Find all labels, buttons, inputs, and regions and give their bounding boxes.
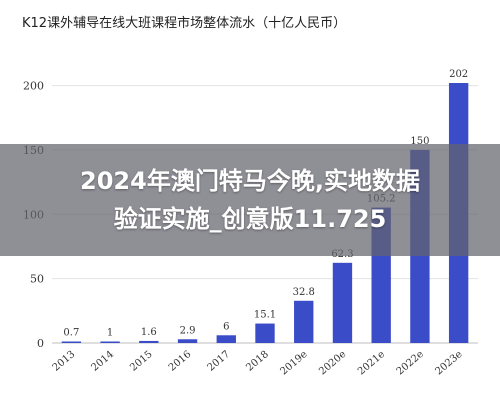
bar xyxy=(177,339,198,343)
overlay-line-2: 验证实施_创意版11.725 xyxy=(113,205,387,233)
data-label: 1 xyxy=(107,328,113,339)
bar xyxy=(332,262,353,343)
bar xyxy=(255,323,275,343)
x-tick-label: 2019e xyxy=(279,349,310,378)
x-tick-label: 2021e xyxy=(356,349,387,378)
data-label: 202 xyxy=(449,69,468,80)
bar xyxy=(294,300,314,343)
x-tick-label: 2018 xyxy=(244,349,271,374)
bar xyxy=(216,335,236,343)
x-tick-label: 2016 xyxy=(167,349,194,374)
overlay-line-1: 2024年澳门特马今晚,实地数据 xyxy=(80,167,420,195)
x-tick-label: 2017 xyxy=(206,349,233,374)
y-tick-label: 50 xyxy=(30,273,44,286)
x-tick-label: 2022e xyxy=(395,349,426,378)
bar xyxy=(100,341,120,343)
data-label: 15.1 xyxy=(254,310,276,321)
data-label: 150 xyxy=(410,136,429,147)
data-label: 0.7 xyxy=(63,328,79,339)
x-tick-label: 2015 xyxy=(128,349,155,374)
x-tick-label: 2014 xyxy=(89,349,116,374)
watermark-overlay-banner: 2024年澳门特马今晚,实地数据 验证实施_创意版11.725 xyxy=(0,144,500,256)
bar xyxy=(139,340,159,343)
data-label: 32.8 xyxy=(293,287,315,298)
x-tick-label: 2023e xyxy=(433,349,464,378)
data-label: 1.6 xyxy=(141,327,157,338)
y-tick-label: 0 xyxy=(37,337,44,350)
data-label: 2.9 xyxy=(180,325,196,336)
chart-title: K12课外辅导在线大班课程市场整体流水（十亿人民币） xyxy=(22,16,347,31)
y-tick-label: 200 xyxy=(23,80,44,93)
x-axis-tick-labels: 2013 2014 2015 2016 2017 2018 2019e 2020e 2021e 2… xyxy=(51,349,465,378)
x-tick-label: 2013 xyxy=(51,349,78,374)
x-tick-label: 2020e xyxy=(317,349,348,378)
data-label: 6 xyxy=(223,321,229,332)
bar xyxy=(61,341,82,343)
